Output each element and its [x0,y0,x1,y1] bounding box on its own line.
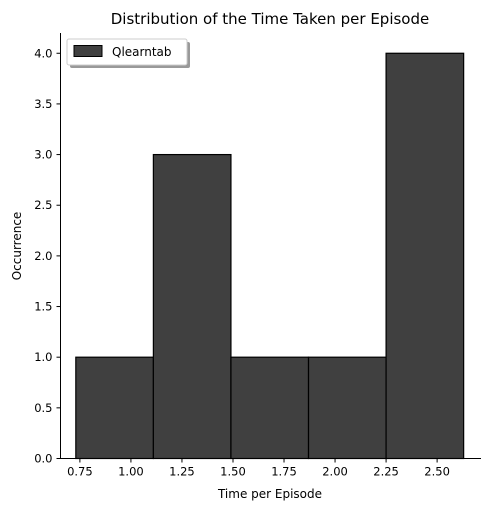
x-axis-ticks: 0.75 1.00 1.25 1.50 1.75 2.00 2.25 2.50 [67,458,450,479]
histogram-bar-0 [75,356,154,460]
x-tick-label: 2.00 [322,465,348,479]
y-tick-label: 0.0 [34,452,52,466]
legend-label: Qlearntab [112,45,172,59]
legend: Qlearntab [66,38,190,68]
y-tick-label: 2.5 [34,198,52,212]
y-tick-label: 0.5 [34,401,52,415]
y-tick-label: 3.5 [34,97,52,111]
x-tick-label: 2.25 [373,465,399,479]
x-tick-label: 0.75 [67,465,93,479]
x-tick-label: 1.75 [271,465,297,479]
x-tick-label: 1.00 [118,465,144,479]
y-axis-label: Occurrence [10,212,24,281]
y-tick-label: 2.0 [34,249,52,263]
histogram-bars [75,52,465,460]
histogram-bar-2 [230,356,310,460]
y-tick-label: 1.5 [34,300,52,314]
y-tick-label: 1.0 [34,350,52,364]
x-axis-label: Time per Episode [217,487,322,501]
histogram-bar-1 [152,153,232,460]
y-tick-label: 4.0 [34,46,52,60]
legend-swatch [73,45,103,57]
x-tick-label: 2.50 [424,465,450,479]
histogram-bar-3 [307,356,387,460]
x-tick-label: 1.50 [220,465,246,479]
x-tick-label: 1.25 [169,465,195,479]
y-tick-label: 3.0 [34,148,52,162]
histogram-bar-4 [385,52,465,460]
y-axis-ticks: 0.0 0.5 1.0 1.5 2.0 2.5 3.0 3.5 4.0 [34,46,61,466]
chart-title: Distribution of the Time Taken per Episo… [111,10,430,28]
